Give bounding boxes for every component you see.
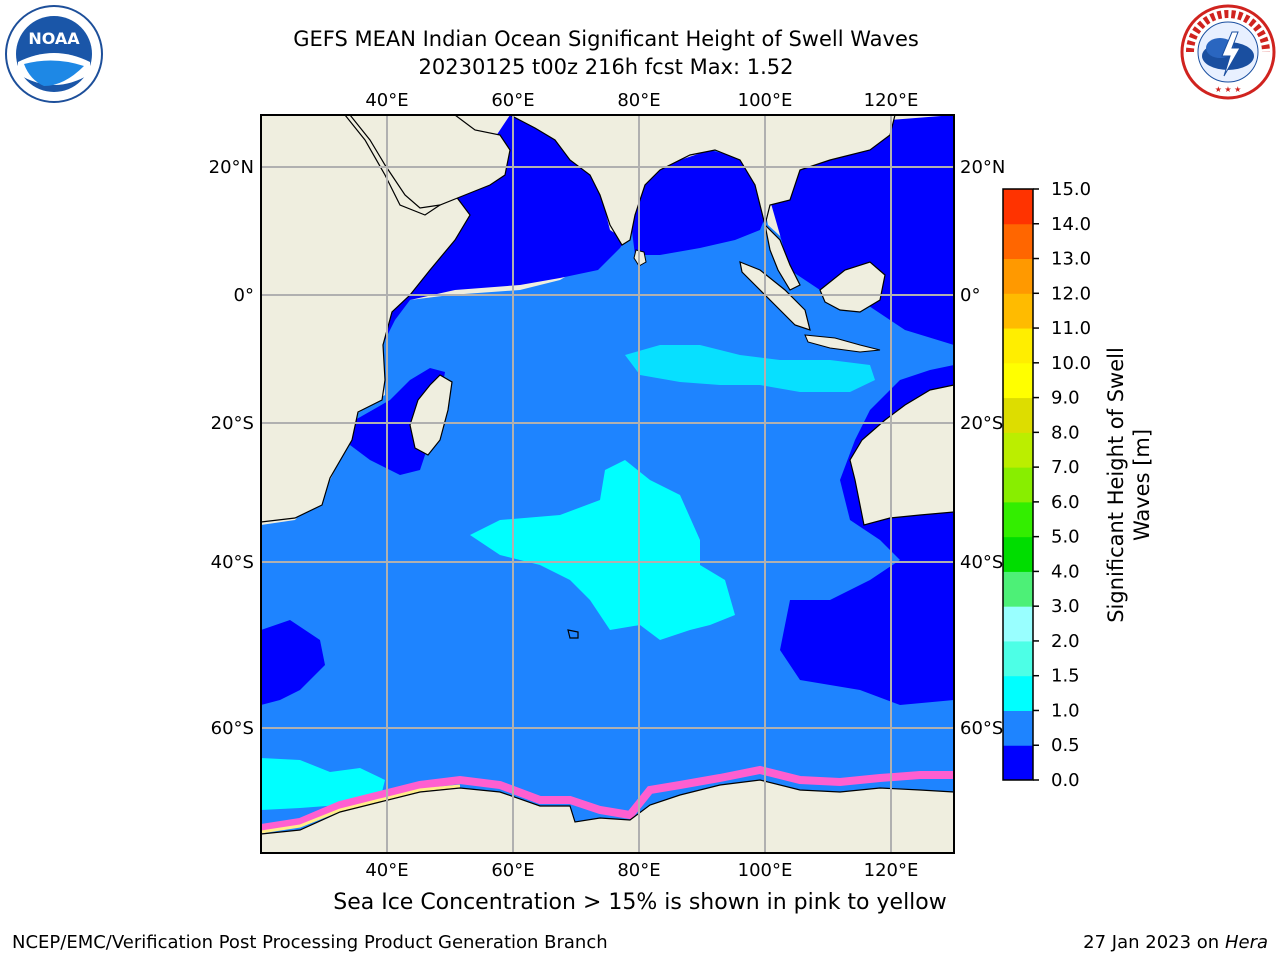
noaa-logo-text: NOAA [28, 29, 80, 48]
land-india-asia [509, 115, 896, 246]
colorbar-tick-label: 0.0 [1051, 770, 1080, 791]
colorbar-tick-label: 6.0 [1051, 492, 1080, 513]
colorbar-segment [1003, 293, 1033, 329]
host-name: Hera [1224, 932, 1268, 953]
chart-title-line1: GEFS MEAN Indian Ocean Significant Heigh… [293, 27, 919, 51]
lat-label-right-20s: 20°S [960, 413, 1003, 434]
colorbar-segment [1003, 571, 1033, 607]
colorbar-segment [1003, 606, 1033, 642]
colorbar-segment [1003, 640, 1033, 677]
ocean-swell-0p0-0p5-southwest [261, 620, 325, 705]
land-borneo [819, 261, 886, 313]
lon-label-bottom-120: 120°E [864, 860, 919, 881]
land-africa [261, 115, 471, 523]
colorbar-tick-label: 10.0 [1051, 353, 1091, 374]
colorbar-label-line2: Waves [m] [1130, 429, 1154, 541]
ocean-swell-0p0-0p5-bay [630, 150, 768, 255]
ocean-swell-0p0-0p5-east [770, 115, 954, 345]
ocean-swell-1p0-1p5-tropics [625, 345, 875, 392]
colorbar-segment [1003, 536, 1033, 572]
colorbar-label-line1: Significant Height of Swell [1104, 347, 1128, 623]
gridlines [261, 115, 954, 853]
colorbar-tick-label: 11.0 [1051, 318, 1091, 339]
lat-label-left-20n: 20°N [209, 157, 254, 178]
colorbar-tick-label: 1.5 [1051, 666, 1080, 687]
lat-label-right-40s: 40°S [960, 552, 1003, 573]
colorbar-segment [1003, 258, 1033, 294]
chart-title-line2: 20230125 t00z 216h fcst Max: 1.52 [418, 55, 794, 79]
colorbar-segment [1003, 501, 1033, 538]
colorbar-tick-label: 8.0 [1051, 422, 1080, 443]
date-text: 27 Jan 2023 on [1083, 932, 1225, 953]
lat-label-left-40s: 40°S [211, 552, 254, 573]
colorbar-tick-label: 12.0 [1051, 283, 1091, 304]
noaa-logo: NOAA [5, 5, 103, 103]
colorbar-tick-label: 4.0 [1051, 561, 1080, 582]
colorbar-segment [1003, 710, 1033, 746]
date-line: 27 Jan 2023 on Hera [1083, 932, 1268, 953]
colorbar-tick-label: 0.5 [1051, 735, 1080, 756]
colorbar-frame [1002, 188, 1034, 781]
land-australia [849, 384, 954, 526]
lon-label-bottom-40: 40°E [365, 860, 408, 881]
colorbar-tick-label: 15.0 [1051, 179, 1091, 200]
map-frame [260, 114, 955, 854]
lat-label-right-60s: 60°S [960, 718, 1003, 739]
land-arabia [349, 115, 511, 209]
colorbar-tick-label: 2.0 [1051, 631, 1080, 652]
colorbar-segment [1003, 675, 1033, 711]
lon-label-bottom-80: 80°E [617, 860, 660, 881]
lon-label-top-60: 60°E [491, 90, 534, 111]
lon-label-top-80: 80°E [617, 90, 660, 111]
svg-text:★ ★ ★: ★ ★ ★ [1215, 85, 1242, 94]
nws-logo: ★ ★ ★ [1180, 4, 1276, 100]
land-malay [764, 223, 801, 291]
colorbar-segment [1003, 223, 1033, 260]
ocean-swell-1p0-1p5-antarctic [261, 758, 385, 810]
ocean-swell-1p0-1p5-south [470, 460, 735, 640]
colorbar-segment [1003, 432, 1033, 468]
sea-ice-note: Sea Ice Concentration > 15% is shown in … [333, 890, 947, 915]
ocean-swell-0p0-0p5-north [385, 115, 625, 340]
lat-label-left-60s: 60°S [211, 718, 254, 739]
lat-label-right-0: 0° [960, 285, 980, 306]
colorbar-tick-label: 3.0 [1051, 596, 1080, 617]
land-madagascar [409, 374, 453, 456]
land-kerguelen [567, 629, 579, 639]
colorbar-tick-labels: 0.0 0.5 1.0 1.5 2.0 3.0 4.0 5.0 6.0 7.0 8.0 9.0 10.0… [1033, 179, 1091, 791]
lon-label-top-40: 40°E [365, 90, 408, 111]
sea-ice-band-yellow [261, 784, 461, 834]
lat-label-right-20n: 20°N [960, 157, 1005, 178]
colorbar-segment [1003, 189, 1033, 225]
land-java [804, 334, 881, 353]
lat-label-left-0: 0° [234, 285, 254, 306]
lat-label-left-20s: 20°S [211, 413, 254, 434]
lon-label-bottom-60: 60°E [491, 860, 534, 881]
colorbar-segment [1003, 467, 1033, 503]
credit-line: NCEP/EMC/Verification Post Processing Pr… [12, 932, 608, 953]
map-area [261, 115, 954, 853]
lon-label-top-100: 100°E [738, 90, 793, 111]
colorbar-segment [1003, 745, 1033, 781]
lon-label-bottom-100: 100°E [738, 860, 793, 881]
colorbar-tick-label: 5.0 [1051, 527, 1080, 548]
colorbar-tick-label: 1.0 [1051, 700, 1080, 721]
colorbar-segment [1003, 397, 1033, 433]
colorbar-segment [1003, 328, 1033, 364]
colorbar-tick-label: 13.0 [1051, 249, 1091, 270]
lon-label-top-120: 120°E [864, 90, 919, 111]
colorbar-tick-label: 7.0 [1051, 457, 1080, 478]
colorbar-tick-label: 9.0 [1051, 388, 1080, 409]
colorbar-segment [1003, 362, 1033, 399]
colorbar-tick-label: 14.0 [1051, 214, 1091, 235]
colorbar [1003, 189, 1033, 781]
